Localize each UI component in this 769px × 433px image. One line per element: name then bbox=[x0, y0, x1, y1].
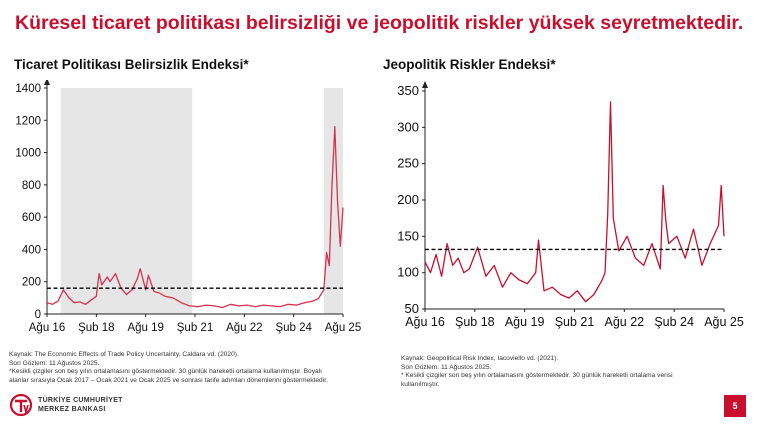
logo-line: TÜRKİYE CUMHURİYET bbox=[38, 397, 123, 404]
y-tick-label: 250 bbox=[397, 156, 419, 171]
x-tick-label: Ağu 22 bbox=[226, 322, 262, 334]
geopolitical-risk-chart: 50 100 150 200 250 300 350 Ağu 16 Şub 18 Ağu 19 Şu… bbox=[397, 81, 744, 329]
source-line: Kaynak: The Economic Effects of Trade Po… bbox=[9, 351, 239, 358]
y-tick-label: 0 bbox=[35, 309, 41, 321]
y-tick-label: 200 bbox=[397, 192, 419, 207]
page-number-badge: 5 bbox=[724, 395, 746, 417]
x-tick-label: Şub 24 bbox=[275, 322, 312, 334]
source-notes-right: Kaynak: Geopolitical Risk Index, Iacovie… bbox=[401, 355, 673, 389]
x-tick-label: Şub 18 bbox=[455, 315, 495, 329]
series-line bbox=[46, 126, 344, 309]
y-tick-label: 150 bbox=[397, 228, 419, 243]
x-tick-label: Şub 21 bbox=[177, 322, 213, 334]
x-tick-label: Şub 18 bbox=[78, 322, 114, 334]
y-tick-label: 1000 bbox=[15, 148, 41, 160]
source-line: Kaynak: Geopolitical Risk Index, Iacovie… bbox=[401, 355, 559, 362]
series-line bbox=[424, 101, 725, 303]
y-tick-label: 200 bbox=[22, 277, 41, 289]
source-notes-left: Kaynak: The Economic Effects of Trade Po… bbox=[9, 351, 328, 385]
y-tick-label: 300 bbox=[397, 119, 419, 134]
central-bank-logo-icon bbox=[9, 393, 33, 417]
shaded-period bbox=[60, 88, 193, 314]
logo-line: MERKEZ BANKASI bbox=[38, 405, 106, 413]
chart-title-geopolitical: Jeopolitik Riskler Endeksi* bbox=[383, 57, 556, 72]
source-line: alanlar sırasıyla Ocak 2017 – Ocak 2021 … bbox=[9, 376, 328, 384]
y-tick-label: 400 bbox=[22, 244, 41, 256]
x-tick-label: Ağu 16 bbox=[29, 322, 65, 334]
source-line: * Kesikli çizgiler son beş yılın ortalam… bbox=[401, 372, 673, 380]
y-axis-arrow bbox=[44, 80, 50, 85]
y-tick-label: 1200 bbox=[15, 115, 41, 127]
source-line: kullanılmıştır. bbox=[401, 380, 440, 388]
shaded-period bbox=[323, 88, 343, 314]
chart-title-trade-policy: Ticaret Politikası Belirsizlik Endeksi* bbox=[14, 57, 249, 72]
source-line: Son Gözlem: 11 Ağustos 2025. bbox=[401, 363, 492, 371]
x-tick-label: Ağu 19 bbox=[127, 322, 163, 334]
y-tick-label: 800 bbox=[22, 180, 41, 192]
source-line: *Kesikli çizgiler son beş yılın ortalama… bbox=[9, 368, 322, 376]
y-tick-label: 1400 bbox=[15, 83, 41, 95]
x-tick-label: Ağu 25 bbox=[325, 322, 361, 334]
trade-policy-uncertainty-chart: 0 200 400 600 800 1000 1200 1400 Ağu 16 Şub 18 Ağu… bbox=[15, 80, 361, 334]
page-title: Küresel ticaret politikası belirsizliği … bbox=[15, 12, 744, 34]
source-line: Son Gözlem: 11 Ağustos 2025. bbox=[9, 359, 100, 367]
y-tick-label: 600 bbox=[22, 212, 41, 224]
x-tick-label: Ağu 19 bbox=[505, 315, 545, 329]
x-tick-label: Ağu 25 bbox=[704, 315, 744, 329]
x-tick-label: Şub 21 bbox=[555, 315, 595, 329]
x-tick-label: Ağu 22 bbox=[605, 315, 645, 329]
y-axis-arrow bbox=[422, 81, 428, 88]
y-tick-label: 100 bbox=[397, 265, 419, 280]
y-tick-label: 50 bbox=[405, 301, 419, 316]
y-tick-label: 350 bbox=[397, 83, 419, 98]
logo-text: TÜRKİYE CUMHURİYET MERKEZ BANKASI bbox=[38, 397, 123, 414]
x-tick-label: Şub 24 bbox=[654, 315, 694, 329]
x-tick-label: Ağu 16 bbox=[405, 315, 445, 329]
